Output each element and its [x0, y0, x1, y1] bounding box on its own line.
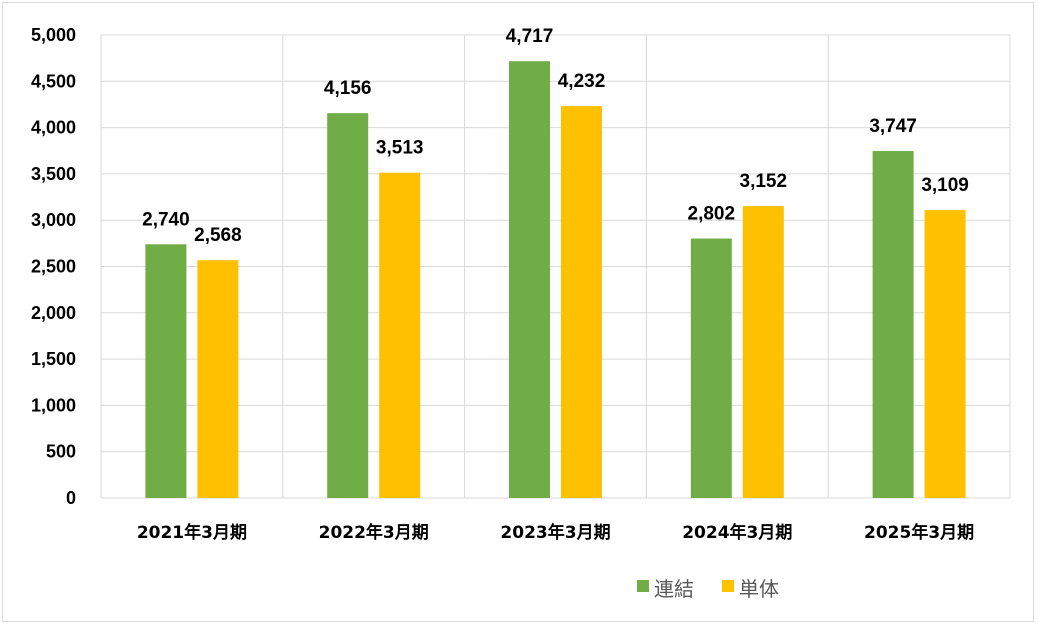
bar-consolidated	[690, 238, 732, 499]
data-label: 3,152	[740, 171, 788, 192]
y-axis: 0 500 1,000 1,500 2,000 2,500 3,000 3,500 4,000 4…	[31, 25, 76, 508]
y-tick-label: 5,000	[31, 25, 76, 45]
y-tick-label: 0	[66, 488, 76, 508]
x-category-label: 2024年3月期	[682, 522, 792, 543]
data-labels: 2,740 4,156 4,717 2,802 3,747 2,568 3,513 4,232…	[142, 26, 969, 246]
x-category-label: 2022年3月期	[319, 522, 429, 543]
data-label: 3,109	[921, 175, 969, 196]
data-label: 2,568	[194, 225, 242, 246]
data-label: 4,232	[558, 71, 606, 92]
bar-consolidated	[872, 151, 914, 498]
y-tick-label: 3,500	[31, 164, 76, 184]
x-category-label: 2021年3月期	[137, 522, 247, 543]
data-label: 4,156	[324, 78, 372, 99]
legend-swatch	[722, 580, 734, 592]
y-tick-label: 4,500	[31, 71, 76, 91]
bar-consolidated	[509, 61, 550, 498]
y-tick-label: 1,000	[31, 395, 76, 415]
legend-swatch	[637, 580, 649, 592]
data-label: 3,513	[376, 138, 424, 159]
bar-consolidated	[145, 244, 187, 498]
y-tick-label: 3,000	[31, 210, 76, 230]
y-tick-label: 1,500	[31, 349, 76, 369]
bars	[145, 61, 966, 499]
bar-standalone	[197, 260, 239, 498]
bar-standalone	[379, 172, 421, 498]
data-label: 4,717	[506, 26, 554, 47]
y-tick-label: 4,000	[31, 118, 76, 138]
x-category-label: 2023年3月期	[500, 522, 610, 543]
bar-standalone	[742, 206, 784, 498]
data-label: 2,802	[688, 204, 736, 225]
legend-label: 単体	[739, 577, 779, 601]
x-category-label: 2025年3月期	[864, 522, 974, 543]
bar-standalone	[924, 210, 966, 498]
legend: 連結 単体	[637, 577, 779, 601]
gridlines	[100, 34, 1011, 499]
y-tick-label: 2,500	[31, 257, 76, 277]
data-label: 2,740	[142, 209, 190, 230]
bar-standalone	[561, 106, 602, 499]
y-tick-label: 500	[46, 442, 76, 462]
bar-consolidated	[327, 113, 369, 498]
legend-label: 連結	[654, 577, 694, 601]
data-label: 3,747	[869, 116, 917, 137]
x-axis: 2021年3月期 2022年3月期 2023年3月期 2024年3月期 2025年3月期	[137, 522, 974, 543]
y-tick-label: 2,000	[31, 303, 76, 323]
